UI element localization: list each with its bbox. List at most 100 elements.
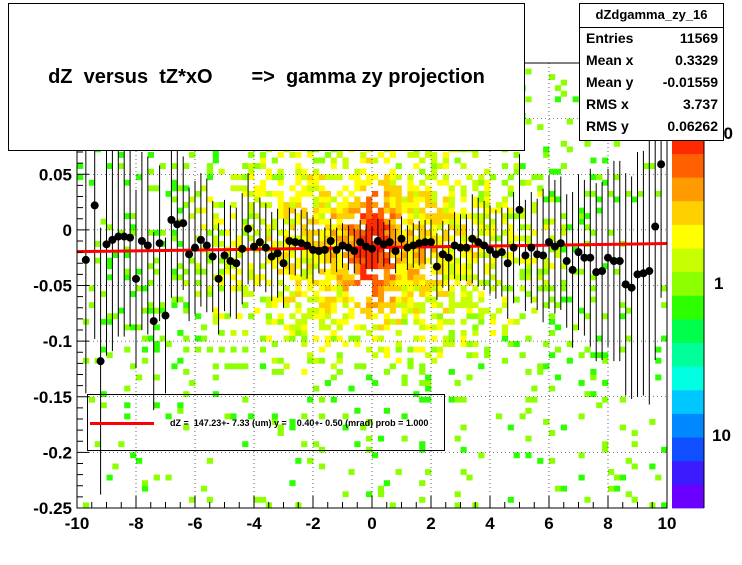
- heatmap-cell: [212, 152, 219, 158]
- heatmap-cell: [401, 229, 408, 236]
- heatmap-cell: [501, 229, 508, 236]
- heatmap-cell: [218, 218, 225, 225]
- heatmap-cell: [283, 263, 290, 270]
- heatmap-cell: [419, 285, 426, 292]
- heatmap-cell: [354, 168, 361, 175]
- heatmap-cell: [501, 196, 508, 203]
- heatmap-cell: [460, 207, 467, 214]
- heatmap-cell: [283, 363, 290, 370]
- heatmap-cell: [519, 163, 526, 169]
- heatmap-cell: [490, 229, 497, 236]
- heatmap-cell: [289, 235, 296, 242]
- heatmap-cell: [189, 152, 196, 158]
- heatmap-cell: [342, 285, 349, 292]
- x-tick-label: -6: [187, 514, 202, 533]
- palette-cell: [672, 460, 704, 485]
- heatmap-cell: [484, 346, 491, 353]
- heatmap-cell: [372, 335, 379, 342]
- heatmap-cell: [389, 229, 396, 236]
- heatmap-cell: [254, 213, 261, 220]
- heatmap-cell: [153, 402, 160, 409]
- heatmap-cell: [330, 285, 337, 292]
- heatmap-cell: [88, 179, 95, 186]
- heatmap-cell: [531, 296, 538, 303]
- heatmap-cell: [330, 174, 337, 181]
- heatmap-cell: [507, 185, 514, 192]
- heatmap-cell: [248, 207, 255, 214]
- heatmap-cell: [348, 335, 355, 342]
- heatmap-cell: [147, 279, 154, 286]
- heatmap-cell: [206, 457, 213, 464]
- heatmap-cell: [377, 235, 385, 242]
- heatmap-cell: [531, 385, 538, 392]
- heatmap-cell: [307, 263, 314, 270]
- heatmap-cell: [248, 168, 255, 175]
- heatmap-cell: [413, 268, 420, 275]
- heatmap-cell: [124, 213, 131, 220]
- heatmap-cell: [88, 285, 95, 292]
- heatmap-cell: [525, 291, 532, 297]
- heatmap-cell: [525, 224, 532, 231]
- heatmap-cell: [348, 224, 355, 231]
- heatmap-cell: [407, 185, 414, 192]
- profile-point: [232, 259, 241, 268]
- heatmap-cell: [307, 185, 314, 192]
- heatmap-cell: [525, 274, 532, 281]
- heatmap-cell: [436, 218, 444, 225]
- profile-point: [114, 232, 123, 241]
- heatmap-cell: [484, 190, 491, 197]
- heatmap-cell: [324, 335, 331, 342]
- heatmap-cell: [212, 202, 219, 208]
- heatmap-cell: [413, 185, 420, 192]
- heatmap-cell: [401, 374, 408, 381]
- heatmap-cell: [442, 218, 449, 225]
- heatmap-cell: [419, 441, 426, 448]
- heatmap-cell: [419, 346, 426, 353]
- heatmap-cell: [277, 196, 284, 203]
- heatmap-cell: [342, 207, 349, 214]
- heatmap-cell: [442, 279, 449, 286]
- heatmap-cell: [259, 202, 267, 208]
- fit-legend: dZ = 147.23+- 7.33 (um) y = 0.40+- 0.50 …: [87, 394, 445, 451]
- heatmap-cell: [295, 179, 302, 186]
- heatmap-cell: [283, 207, 290, 214]
- profile-point: [149, 317, 158, 326]
- heatmap-cell: [431, 202, 438, 208]
- heatmap-cell: [395, 279, 402, 286]
- heatmap-cell: [307, 285, 314, 292]
- heatmap-cell: [360, 185, 367, 192]
- heatmap-cell: [543, 263, 550, 270]
- heatmap-cell: [159, 302, 166, 309]
- heatmap-cell: [543, 224, 550, 231]
- heatmap-cell: [383, 263, 390, 270]
- heatmap-cell: [389, 302, 396, 309]
- heatmap-cell: [324, 296, 331, 303]
- heatmap-cell: [631, 441, 638, 448]
- heatmap-cell: [218, 241, 225, 247]
- heatmap-cell: [442, 335, 449, 342]
- heatmap-cell: [425, 257, 432, 264]
- stats-value: 3.737: [682, 96, 718, 112]
- heatmap-cell: [295, 330, 302, 336]
- heatmap-cell: [224, 363, 231, 370]
- heatmap-cell: [442, 341, 449, 347]
- heatmap-cell: [513, 341, 520, 347]
- heatmap-cell: [183, 302, 190, 309]
- heatmap-cell: [383, 185, 390, 192]
- heatmap-cell: [395, 257, 402, 264]
- heatmap-cell: [454, 263, 461, 270]
- heatmap-cell: [436, 163, 444, 169]
- heatmap-cell: [230, 213, 237, 220]
- x-tick-label: -8: [128, 514, 143, 533]
- heatmap-cell: [277, 279, 284, 286]
- heatmap-cell: [401, 202, 408, 208]
- heatmap-cell: [218, 268, 225, 275]
- heatmap-cell: [490, 313, 497, 320]
- heatmap-cell: [454, 396, 461, 403]
- heatmap-cell: [130, 213, 137, 220]
- heatmap-cell: [513, 318, 520, 325]
- heatmap-cell: [242, 291, 249, 297]
- heatmap-cell: [366, 179, 373, 186]
- heatmap-cell: [431, 163, 438, 169]
- heatmap-cell: [549, 196, 556, 203]
